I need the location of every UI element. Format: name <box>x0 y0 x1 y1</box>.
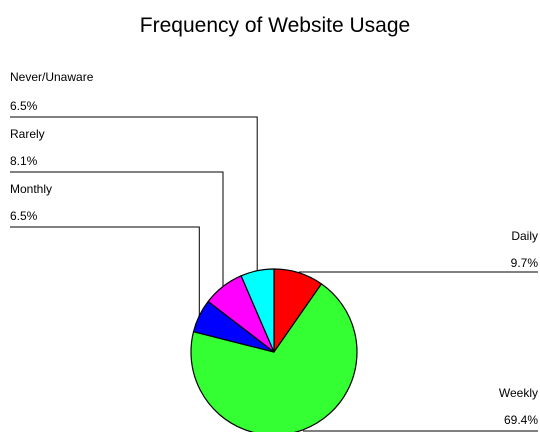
slice-value-daily: 9.7% <box>511 256 539 270</box>
leader-lines <box>10 116 538 432</box>
slice-label-rarely: Rarely <box>10 127 45 141</box>
slice-label-never-unaware: Never/Unaware <box>10 70 94 84</box>
slice-value-weekly: 69.4% <box>504 413 538 427</box>
leader-line-never-unaware <box>10 116 258 271</box>
slice-value-rarely: 8.1% <box>10 154 38 168</box>
pie-slice-weekly <box>190 283 358 432</box>
slice-value-never-unaware: 6.5% <box>10 99 38 113</box>
slice-labels: Daily 9.7% Weekly 69.4% Monthly 6.5% Rarely 8.1… <box>10 70 538 427</box>
leader-line-rarely <box>10 171 224 287</box>
leader-line-monthly <box>10 226 200 316</box>
slice-label-daily: Daily <box>511 229 538 243</box>
pie-slices <box>190 268 358 432</box>
chart-title: Frequency of Website Usage <box>140 14 410 37</box>
slice-label-weekly: Weekly <box>499 386 538 400</box>
slice-label-monthly: Monthly <box>10 182 52 196</box>
slice-value-monthly: 6.5% <box>10 209 38 223</box>
pie-slice-never-unaware <box>240 268 275 353</box>
